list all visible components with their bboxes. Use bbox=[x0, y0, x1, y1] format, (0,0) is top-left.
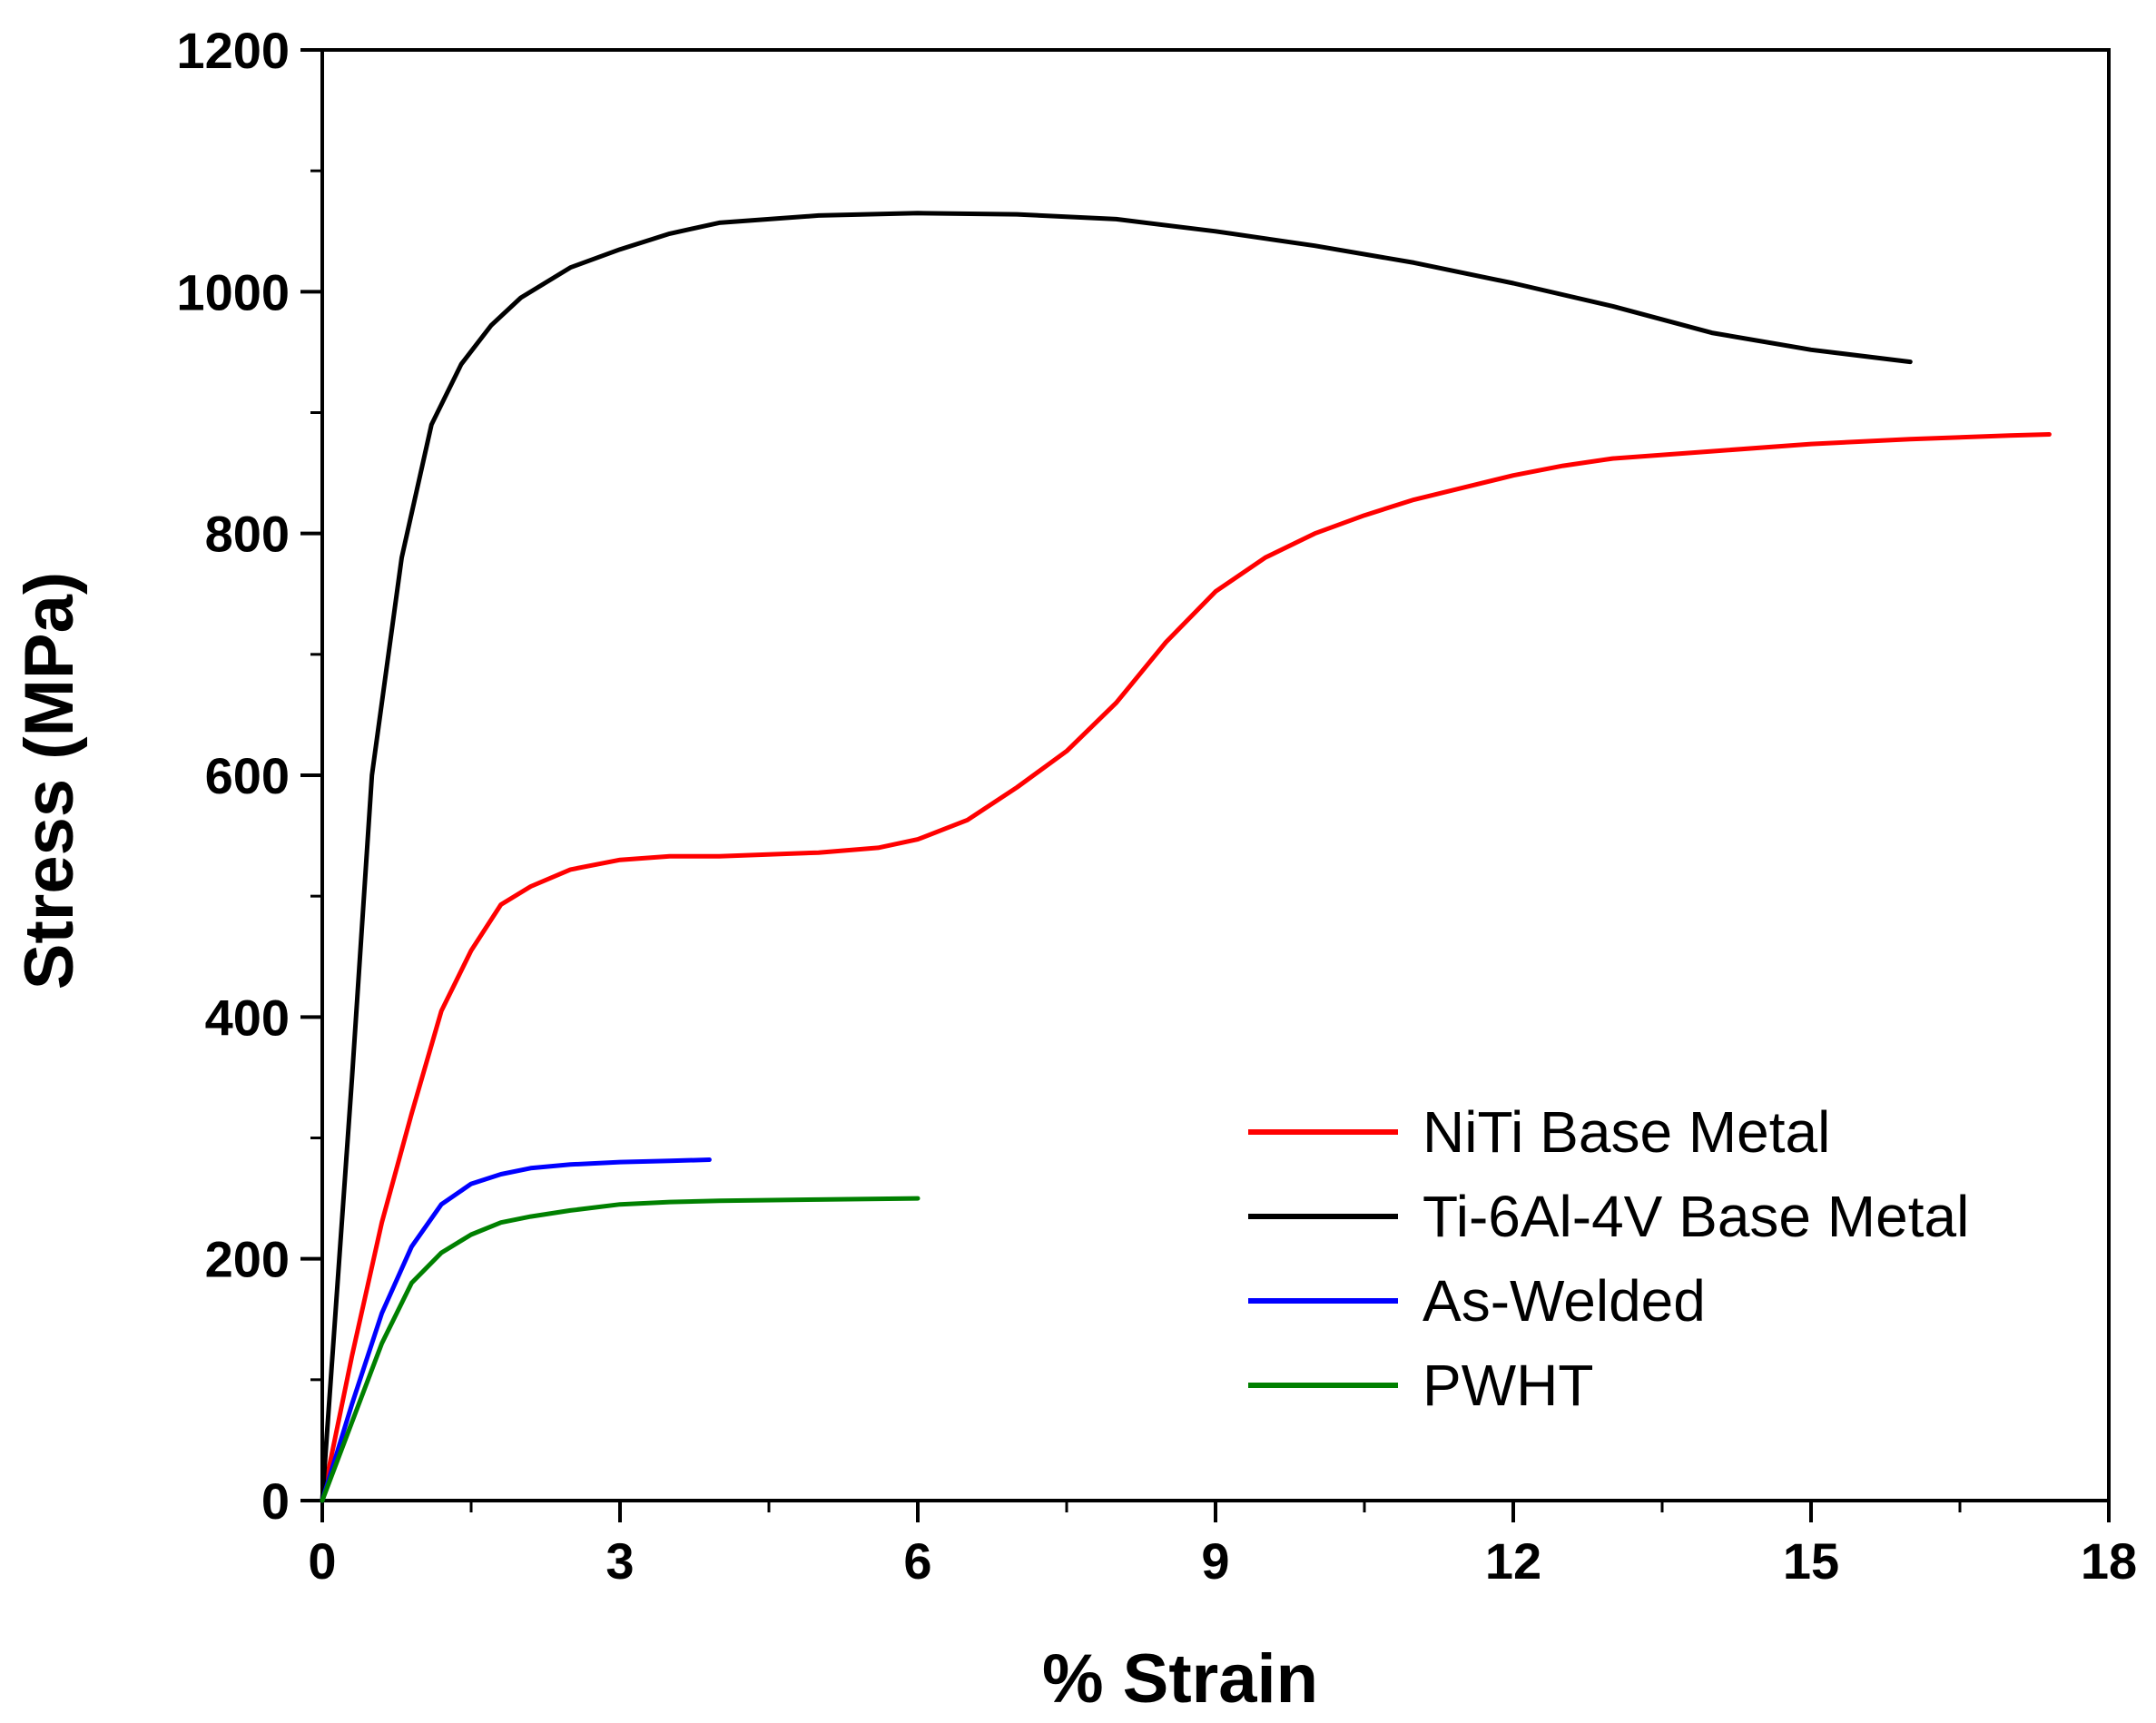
series-line-0 bbox=[320, 432, 2052, 1503]
y-tick-label: 1200 bbox=[176, 22, 290, 79]
y-tick-label: 400 bbox=[205, 989, 290, 1046]
axis-ticks: 0 3 6 9 12 15 18 0 200 400 600 800 1000 1200 bbox=[176, 22, 2137, 1590]
x-tick-label: 3 bbox=[605, 1532, 634, 1590]
y-tick-label: 800 bbox=[205, 506, 290, 563]
x-tick-label: 0 bbox=[308, 1532, 336, 1590]
legend: NiTi Base Metal Ti-6Al-4V Base Metal As-We… bbox=[1248, 1099, 1969, 1418]
y-tick-label: 0 bbox=[261, 1472, 290, 1530]
legend-label: NiTi Base Metal bbox=[1423, 1099, 1830, 1165]
x-tick-label: 12 bbox=[1485, 1532, 1541, 1590]
data-series bbox=[320, 211, 2052, 1503]
x-tick-label: 6 bbox=[903, 1532, 931, 1590]
x-tick-label: 9 bbox=[1201, 1532, 1229, 1590]
y-tick-label: 200 bbox=[205, 1231, 290, 1288]
x-axis-title: % Strain bbox=[1042, 1640, 1318, 1718]
series-line-1 bbox=[320, 211, 1913, 1503]
y-tick-label: 600 bbox=[205, 747, 290, 804]
plot-frame bbox=[320, 48, 2111, 1502]
y-tick-label: 1000 bbox=[176, 263, 290, 320]
legend-label: PWHT bbox=[1423, 1353, 1593, 1418]
series-line-3 bbox=[320, 1196, 920, 1503]
x-tick-label: 18 bbox=[2081, 1532, 2137, 1590]
series-line-2 bbox=[320, 1157, 712, 1503]
y-axis-title: Stress (MPa) bbox=[11, 572, 88, 989]
legend-label: Ti-6Al-4V Base Metal bbox=[1423, 1184, 1969, 1249]
legend-label: As-Welded bbox=[1423, 1268, 1706, 1334]
x-tick-label: 15 bbox=[1783, 1532, 1839, 1590]
